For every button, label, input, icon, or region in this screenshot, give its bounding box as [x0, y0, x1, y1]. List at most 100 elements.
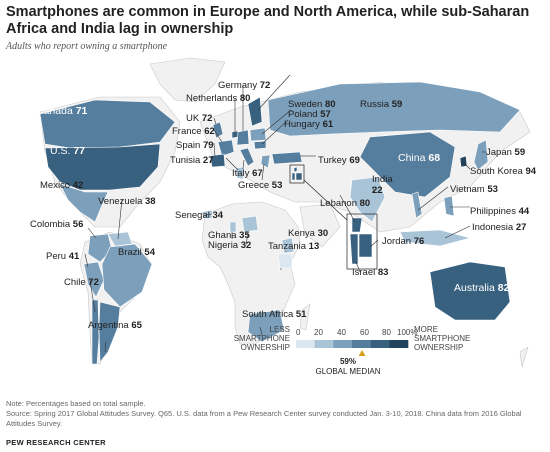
label-senegal: Senegal 34 — [175, 210, 224, 221]
new-zealand-shape — [519, 346, 529, 368]
country-nigeria — [241, 215, 259, 233]
leader-jordan — [369, 239, 379, 248]
country-jordan — [295, 172, 303, 181]
leader-sweden — [257, 74, 291, 111]
country-spain — [209, 153, 226, 168]
leader-israel — [355, 261, 361, 273]
country-russia — [267, 81, 521, 137]
legend-swatch — [389, 340, 409, 348]
legend-swatch — [352, 340, 371, 348]
legend-tick: 100% — [397, 328, 418, 337]
arabia-shape — [299, 203, 341, 248]
country-argentina — [98, 301, 121, 363]
label-us: U.S. 77 — [50, 145, 86, 157]
country-ghana — [229, 221, 237, 233]
country-indonesia — [399, 229, 472, 247]
label-jordan: Jordan 76 — [382, 236, 425, 247]
legend-swatch — [370, 340, 390, 348]
country-chile — [91, 299, 100, 365]
label-peru: Peru 41 — [46, 251, 80, 262]
leader-senegal — [204, 213, 213, 216]
leader-venezuela — [117, 198, 123, 240]
label-india: India 22 — [372, 174, 393, 196]
leader-italy — [242, 159, 245, 170]
country-kenya — [281, 237, 295, 254]
median-marker — [358, 350, 366, 356]
leader-chile — [89, 279, 96, 313]
legend-swatch — [314, 340, 334, 348]
leader-lebanon — [339, 194, 356, 223]
legend-more-label: MORE SMARTPHONE OWNERSHIP — [414, 325, 471, 352]
leader-south-korea — [462, 161, 471, 170]
label-mexico: Mexico 42 — [40, 180, 84, 191]
madagascar-shape — [299, 303, 311, 331]
country-vietnam — [411, 191, 423, 219]
country-japan — [473, 139, 489, 171]
label-italy: Italy 67 — [232, 168, 263, 179]
country-philippines — [443, 195, 455, 217]
leader-spain — [213, 142, 216, 157]
country-turkey — [271, 151, 303, 165]
country-senegal — [201, 209, 213, 219]
leader-india — [371, 186, 376, 193]
brand-name: PEW RESEARCH CENTER — [6, 438, 106, 447]
country-us — [44, 143, 161, 191]
label-poland: Poland 57 — [288, 109, 331, 120]
country-canada — [39, 99, 176, 149]
label-sweden: Sweden 80 — [288, 99, 336, 110]
country-venezuela — [107, 231, 133, 247]
label-brazil: Brazil 54 — [118, 247, 155, 258]
label-south-africa: South Africa 51 — [242, 309, 307, 320]
label-israel: Israel 83 — [352, 267, 389, 278]
inset-israel — [349, 233, 359, 265]
label-spain: Spain 79 — [176, 140, 214, 151]
label-tunisia: Tunisia 27 — [170, 155, 214, 166]
label-canada: Canada 71 — [36, 105, 88, 117]
world-map — [39, 57, 531, 368]
label-turkey: Turkey 69 — [318, 155, 360, 166]
label-japan: Japan 59 — [486, 147, 526, 158]
label-netherlands: Netherlands 80 — [186, 93, 251, 104]
footnote-source: Source: Spring 2017 Global Attitudes Sur… — [6, 409, 522, 428]
leader-poland — [261, 109, 292, 135]
country-israel — [291, 172, 296, 181]
leader-nigeria — [245, 231, 249, 246]
leader-uk — [213, 117, 217, 125]
country-greece — [260, 154, 271, 169]
label-philippines: Philippines 44 — [470, 206, 530, 217]
legend-swatch — [296, 340, 315, 348]
label-russia: Russia 59 — [360, 99, 403, 110]
country-france — [217, 139, 235, 157]
label-ghana: Ghana 35 — [208, 230, 250, 241]
chart-subtitle: Adults who report owning a smartphone — [6, 41, 168, 52]
country-uk — [212, 121, 224, 139]
country-germany — [236, 129, 250, 146]
chart-title: Smartphones are common in Europe and Nor… — [6, 4, 530, 37]
label-venezuela: Venezuela 38 — [98, 196, 156, 207]
median-value: 59% — [339, 357, 356, 366]
label-hungary: Hungary 61 — [284, 119, 334, 130]
country-lebanon — [293, 166, 298, 173]
label-china: China 68 — [398, 152, 441, 164]
label-uk: UK 72 — [186, 113, 213, 124]
country-south-africa — [247, 309, 285, 343]
country-australia — [429, 261, 511, 321]
country-sweden — [247, 96, 263, 127]
footnote-note: Note: Percentages based on total sample. — [6, 399, 146, 408]
label-colombia: Colombia 56 — [30, 219, 84, 230]
inset-box-large — [346, 213, 378, 270]
country-peru — [83, 261, 105, 298]
label-lebanon: Lebanon 80 — [320, 198, 371, 209]
leader-hungary — [261, 119, 289, 145]
inset-jordan — [358, 233, 373, 258]
label-germany: Germany 72 — [218, 80, 271, 91]
greenland-shape — [149, 57, 226, 103]
country-italy — [239, 147, 255, 167]
legend-tick: 20 — [314, 328, 323, 337]
label-australia: Australia 82 — [454, 282, 510, 294]
label-nigeria: Nigeria 32 — [208, 240, 252, 251]
leader-france — [213, 129, 223, 143]
legend-tick: 60 — [360, 328, 369, 337]
label-chile: Chile 72 — [64, 277, 99, 288]
